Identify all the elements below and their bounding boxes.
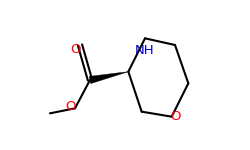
Text: NH: NH: [135, 44, 155, 57]
Text: O: O: [170, 110, 181, 123]
Text: O: O: [65, 100, 75, 113]
Polygon shape: [89, 72, 128, 84]
Text: O: O: [70, 43, 81, 56]
